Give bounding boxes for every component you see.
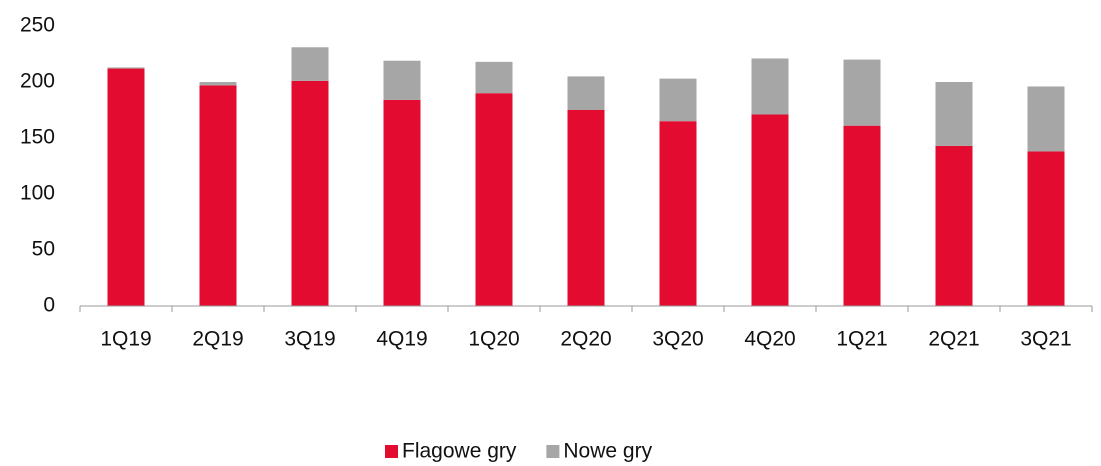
- x-tick-label: 4Q19: [376, 328, 427, 351]
- bar-segment: [107, 67, 145, 69]
- bar-segment: [935, 82, 973, 146]
- y-tick-label: 50: [32, 238, 55, 261]
- y-tick-label: 100: [20, 182, 55, 205]
- y-tick-label: 0: [43, 294, 55, 317]
- bar-segment: [567, 110, 605, 306]
- x-tick-label: 2Q20: [560, 328, 611, 351]
- x-tick-label: 3Q21: [1020, 328, 1071, 351]
- bar-segment: [1027, 151, 1065, 306]
- y-tick-label: 150: [20, 126, 55, 149]
- bar-segment: [107, 68, 145, 306]
- y-tick-label: 200: [20, 70, 55, 93]
- y-tick-label: 250: [20, 14, 55, 37]
- bar-segment: [751, 114, 789, 306]
- bar-segment: [475, 93, 513, 306]
- legend-label: Flagowe gry: [402, 440, 517, 463]
- bar-segment: [291, 47, 329, 81]
- x-tick-label: 1Q21: [836, 328, 887, 351]
- bar-segment: [659, 121, 697, 306]
- bar-segment: [843, 125, 881, 307]
- bar-segment: [199, 82, 237, 86]
- x-tick-label: 3Q20: [652, 328, 703, 351]
- bar-segment: [475, 61, 513, 94]
- x-tick-label: 2Q21: [928, 328, 979, 351]
- bar-segment: [383, 99, 421, 306]
- legend-label: Nowe gry: [563, 440, 652, 463]
- bar-segment: [567, 76, 605, 110]
- bar-segment: [751, 58, 789, 115]
- bar-segment: [935, 145, 973, 306]
- bar-segment: [1027, 86, 1065, 152]
- bar-segment: [659, 78, 697, 122]
- legend-swatch: [546, 445, 560, 458]
- x-tick-label: 1Q19: [100, 328, 151, 351]
- x-tick-label: 1Q20: [468, 328, 519, 351]
- bar-segment: [199, 85, 237, 306]
- bar-segment: [383, 60, 421, 100]
- x-tick-label: 3Q19: [284, 328, 335, 351]
- bar-segment: [291, 80, 329, 306]
- x-tick-label: 4Q20: [744, 328, 795, 351]
- x-tick-label: 2Q19: [192, 328, 243, 351]
- bar-segment: [843, 59, 881, 126]
- legend-swatch: [385, 445, 398, 458]
